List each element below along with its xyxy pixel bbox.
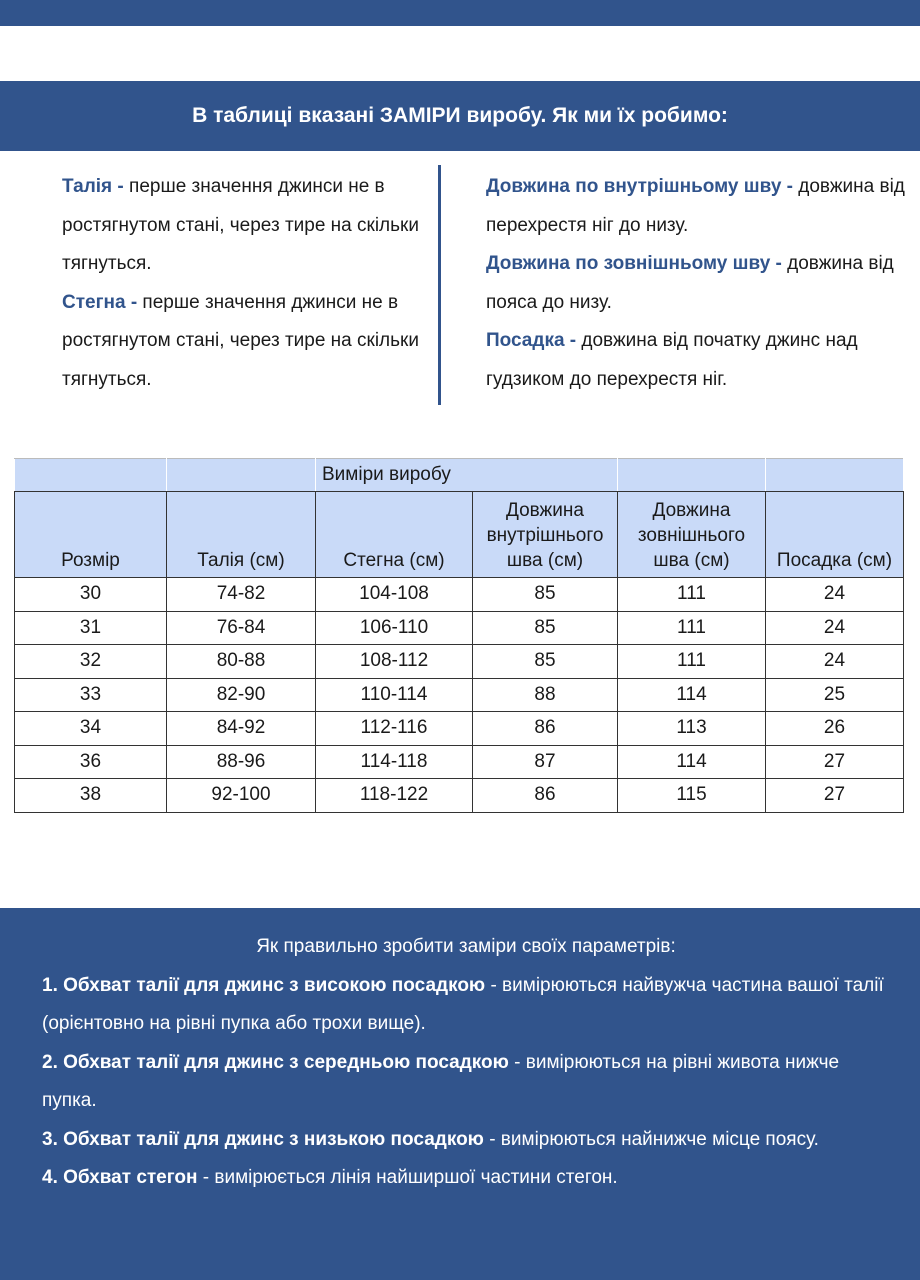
table-cell: 24 — [765, 644, 904, 679]
header-inseam: Довжина внутрішнього шва (см) — [472, 491, 618, 578]
table-cell: 108-112 — [315, 644, 473, 679]
header-rise: Посадка (см) — [765, 491, 904, 578]
definition-rise: Посадка - довжина від початку джинс над … — [486, 330, 858, 390]
table-cell: 26 — [765, 711, 904, 746]
table-cell: 36 — [14, 744, 167, 779]
definition-hips: Стегна - перше значення джинси не в рост… — [62, 291, 419, 390]
table-cell: 85 — [472, 610, 618, 645]
table-row: 38 92-100 118-122 86 115 27 — [14, 778, 904, 813]
column-divider — [438, 165, 441, 405]
table-cell: 86 — [472, 711, 618, 746]
table-cell: 114 — [617, 677, 766, 712]
banner-title: В таблиці вказані ЗАМІРИ виробу. Як ми ї… — [0, 81, 920, 151]
table-cell: 74-82 — [166, 577, 316, 612]
guide-title: Як правильно зробити заміри своїх параме… — [256, 936, 676, 957]
table-row: 36 88-96 114-118 87 114 27 — [14, 744, 904, 779]
table-cell: 32 — [14, 644, 167, 679]
definition-outseam: Довжина по зовнішньому шву - довжина від… — [486, 253, 894, 313]
table-row: 30 74-82 104-108 85 111 24 — [14, 577, 904, 612]
group-header-row: Виміри виробу — [14, 458, 904, 492]
table-cell: 85 — [472, 644, 618, 679]
table-cell: 33 — [14, 677, 167, 712]
table-cell: 76-84 — [166, 610, 316, 645]
table-cell: 82-90 — [166, 677, 316, 712]
table-cell: 110-114 — [315, 677, 473, 712]
header-row: Розмір Талія (см) Стегна (см) Довжина вн… — [14, 491, 904, 578]
table-row: 31 76-84 106-110 85 111 24 — [14, 610, 904, 645]
definition-waist: Талія - перше значення джинси не в ростя… — [62, 176, 419, 274]
table-cell: 118-122 — [315, 778, 473, 813]
table-cell: 25 — [765, 677, 904, 712]
header-size: Розмір — [14, 491, 167, 578]
measurement-guide: Як правильно зробити заміри своїх параме… — [0, 908, 920, 1280]
table-cell: 86 — [472, 778, 618, 813]
table-row: 32 80-88 108-112 85 111 24 — [14, 644, 904, 679]
table-cell: 114-118 — [315, 744, 473, 779]
table-cell: 112-116 — [315, 711, 473, 746]
table-cell: 111 — [617, 577, 766, 612]
table-cell: 85 — [472, 577, 618, 612]
table-cell: 38 — [14, 778, 167, 813]
definition-inseam: Довжина по внутрішньому шву - довжина ві… — [486, 176, 905, 236]
table-cell: 27 — [765, 778, 904, 813]
table-cell: 92-100 — [166, 778, 316, 813]
table-cell: 87 — [472, 744, 618, 779]
guide-item: 4. Обхват стегон - вимірюється лінія най… — [42, 1167, 618, 1188]
table-cell: 31 — [14, 610, 167, 645]
definitions-left: Талія - перше значення джинси не в ростя… — [62, 168, 422, 399]
top-bar — [0, 0, 920, 26]
table-cell: 88 — [472, 677, 618, 712]
table-row: 33 82-90 110-114 88 114 25 — [14, 677, 904, 712]
table-cell: 24 — [765, 577, 904, 612]
guide-item: 3. Обхват талії для джинс з низькою поса… — [42, 1128, 819, 1150]
header-outseam: Довжина зовнішнього шва (см) — [617, 491, 766, 578]
table-cell: 88-96 — [166, 744, 316, 779]
table-cell: 30 — [14, 577, 167, 612]
table-cell: 84-92 — [166, 711, 316, 746]
definitions-right: Довжина по внутрішньому шву - довжина ві… — [486, 168, 906, 399]
table-cell: 115 — [617, 778, 766, 813]
guide-item: 2. Обхват талії для джинс з середньою по… — [42, 1051, 840, 1112]
table-row: 34 84-92 112-116 86 113 26 — [14, 711, 904, 746]
guide-item: 1. Обхват талії для джинс з високою поса… — [42, 974, 884, 1035]
table-cell: 113 — [617, 711, 766, 746]
table-cell: 24 — [765, 610, 904, 645]
size-table: Виміри виробу Розмір Талія (см) Стегна (… — [14, 458, 904, 813]
table-cell: 111 — [617, 644, 766, 679]
table-cell: 27 — [765, 744, 904, 779]
table-cell: 34 — [14, 711, 167, 746]
table-cell: 106-110 — [315, 610, 473, 645]
table-cell: 114 — [617, 744, 766, 779]
group-header: Виміри виробу — [315, 458, 618, 492]
table-cell: 111 — [617, 610, 766, 645]
header-waist: Талія (см) — [166, 491, 316, 578]
header-hips: Стегна (см) — [315, 491, 473, 578]
table-cell: 80-88 — [166, 644, 316, 679]
table-cell: 104-108 — [315, 577, 473, 612]
